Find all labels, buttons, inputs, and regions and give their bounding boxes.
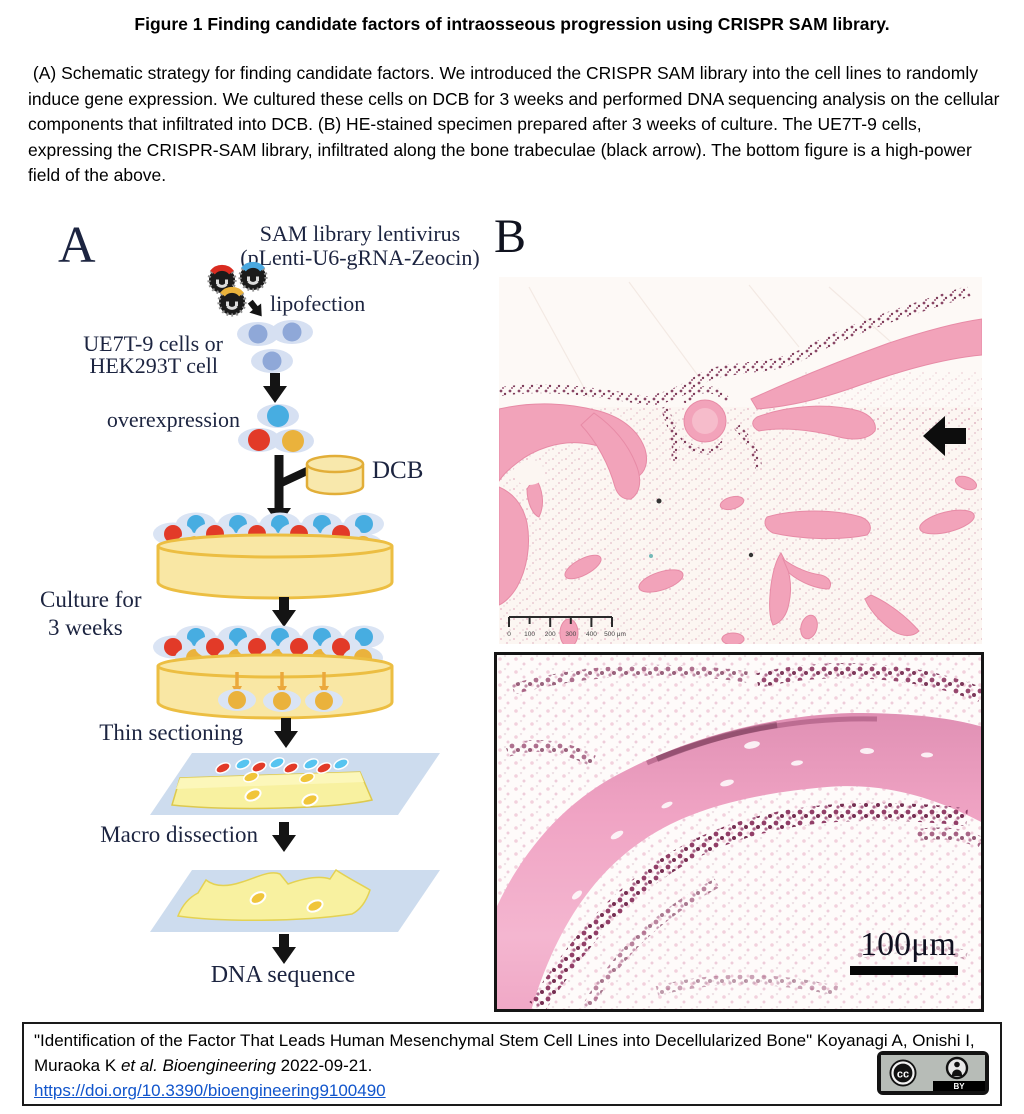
citation-date: 2022-09-21.: [275, 1056, 373, 1075]
figure-title: Figure 1 Finding candidate factors of in…: [134, 14, 890, 34]
ruler-tick-label: 100: [524, 631, 535, 638]
bone-trabeculae: [499, 318, 982, 644]
overexpression-label: overexpression: [107, 407, 240, 432]
dcb-label: DCB: [372, 457, 423, 484]
doi-link[interactable]: https://doi.org/10.3390/bioengineering91…: [34, 1081, 386, 1100]
panel-a-label: A: [58, 217, 96, 274]
ruler-tick-label: 200: [545, 631, 556, 638]
nuclei-bands: [505, 663, 981, 1009]
macro-dissection-label: Macro dissection: [100, 822, 258, 847]
bone-lacunae: [572, 741, 933, 900]
arrow-down-icon: [274, 718, 298, 748]
citation-etal: et al.: [120, 1056, 158, 1075]
panel-a-schematic: A SAM library lentivirus (pLenti-U6-gRNA…: [40, 217, 480, 988]
panel-b-label: B: [494, 210, 527, 263]
panel-b-high-power-image: 100μm: [494, 652, 984, 1012]
slide-section-1: [150, 753, 440, 815]
sam-library-label-line1: SAM library lentivirus: [260, 221, 460, 246]
scale-bar: [850, 966, 958, 975]
citation-box: "Identification of the Factor That Leads…: [22, 1022, 1002, 1106]
arrow-down-icon: [272, 597, 296, 627]
svg-text:cc: cc: [897, 1069, 909, 1081]
culture-dish-2: [153, 625, 394, 720]
arrow-down-icon: [263, 373, 287, 403]
section-cells: [215, 757, 349, 807]
culture-duration-label-line1: Culture for: [40, 587, 142, 612]
thin-sectioning-label: Thin sectioning: [99, 720, 243, 745]
ruler-tick-label: 300: [565, 631, 576, 638]
figure-panels: A SAM library lentivirus (pLenti-U6-gRNA…: [0, 205, 1024, 1022]
sedimentation-arrows-icon: [232, 672, 329, 695]
citation-journal: Bioengineering: [162, 1056, 276, 1075]
panel-b-low-power-image: 0 100 200 300 400 500 μm: [499, 277, 982, 644]
attribution-person-icon: [945, 1056, 969, 1080]
scale-ruler: 0 100 200 300 400 500 μm: [507, 616, 626, 638]
figure-caption: (A) Schematic strategy for finding candi…: [28, 63, 1005, 186]
annotation-arrow-icon: [923, 416, 966, 456]
ruler-tick-label: 0: [507, 631, 511, 638]
lipofection-label: lipofection: [270, 291, 365, 316]
dna-sequence-label: DNA sequence: [211, 962, 356, 988]
arrow-down-icon: [272, 934, 296, 964]
cell-debris-band: [499, 285, 971, 470]
citation-text: "Identification of the Factor That Leads…: [34, 1028, 990, 1078]
bone-edge-shadow: [646, 716, 878, 766]
cell-group-transfected: [237, 320, 313, 373]
cc-by-license-badge[interactable]: cc BY: [876, 1050, 990, 1096]
by-label: BY: [953, 1082, 965, 1091]
ruler-tick-label: 400: [586, 631, 597, 638]
sam-library-label-line2: (pLenti-U6-gRNA-Zeocin): [240, 245, 479, 270]
slide-section-2: [150, 868, 440, 932]
scale-bar-label: 100μm: [860, 926, 956, 963]
citation-title-authors: "Identification of the Factor That Leads…: [34, 1031, 975, 1075]
lipofection-arrow-icon: [244, 297, 268, 321]
lentivirus-icons: [207, 261, 268, 317]
cell-group-overexpression: [238, 404, 314, 453]
dcb-cylinder-icon: [305, 454, 365, 496]
bone-hole: [513, 461, 545, 485]
cell-lines-label-line2: HEK293T cell: [89, 353, 218, 378]
ruler-tick-label: 500 μm: [604, 631, 626, 638]
cc-icon: cc: [889, 1059, 917, 1087]
arrow-down-icon: [272, 822, 296, 852]
section-cells: [249, 891, 324, 913]
marrow-speckles: [499, 407, 982, 644]
bone-core: [692, 408, 718, 434]
bone-trabecula: [497, 713, 981, 1009]
cell-lines-label-line1: UE7T-9 cells or: [83, 331, 223, 356]
culture-duration-label-line2: 3 weeks: [48, 615, 123, 640]
culture-dish-1: [153, 512, 394, 600]
